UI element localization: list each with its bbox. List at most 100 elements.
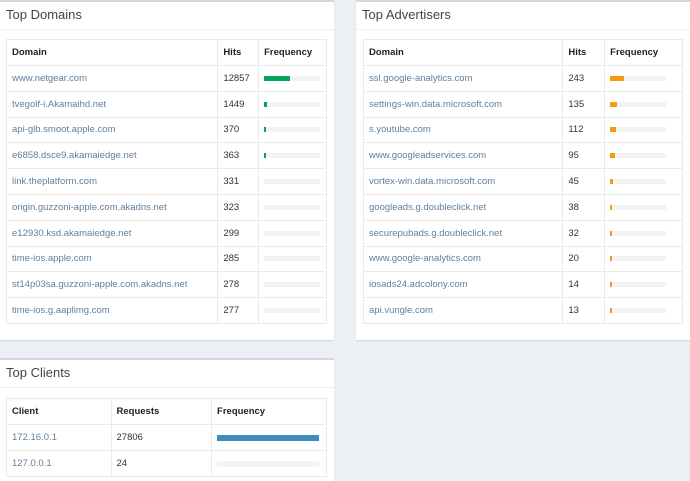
table-row: e12930.ksd.akamaiedge.net 299 xyxy=(5,219,327,247)
frequency-bar xyxy=(264,204,321,210)
frequency-bar xyxy=(610,282,667,288)
frequency-bar xyxy=(264,75,321,81)
domain-link[interactable]: link.theplatform.com xyxy=(5,168,219,195)
top-domains-table: Domain Hits Frequency www.netgear.com 128… xyxy=(5,39,327,324)
domain-link[interactable]: s.youtube.com xyxy=(362,116,564,144)
hits-count: 323 xyxy=(217,193,260,221)
top-clients-panel: Top Clients Client Requests Frequency 17… xyxy=(0,358,334,481)
top-clients-title: Top Clients xyxy=(0,360,334,388)
table-row: googleads.g.doubleclick.net 38 xyxy=(362,193,683,221)
table-row: www.netgear.com 12857 xyxy=(5,65,327,92)
domain-link[interactable]: time-ios.g.aaplimg.com xyxy=(5,297,219,324)
hits-count: 32 xyxy=(562,219,606,247)
frequency-cell xyxy=(258,142,327,170)
frequency-bar xyxy=(264,153,321,159)
frequency-cell xyxy=(258,271,327,299)
domain-link[interactable]: iosads24.adcolony.com xyxy=(362,271,564,299)
hits-count: 20 xyxy=(562,245,606,273)
frequency-bar-fill xyxy=(610,308,612,314)
hits-count: 95 xyxy=(562,142,606,170)
col-frequency-header: Frequency xyxy=(258,39,327,66)
frequency-bar xyxy=(610,127,667,133)
frequency-bar-fill xyxy=(264,153,266,159)
frequency-cell xyxy=(604,193,683,221)
col-hits-header: Hits xyxy=(562,39,606,66)
domain-link[interactable]: www.netgear.com xyxy=(5,65,219,92)
frequency-bar xyxy=(610,256,667,262)
domain-link[interactable]: api-glb.smoot.apple.com xyxy=(5,116,219,144)
requests-count: 27806 xyxy=(110,424,213,451)
table-row: 172.16.0.1 27806 xyxy=(6,424,327,451)
hits-count: 243 xyxy=(562,65,606,92)
frequency-cell xyxy=(604,168,683,195)
domain-link[interactable]: vortex-win.data.microsoft.com xyxy=(362,168,564,195)
domain-link[interactable]: origin.guzzoni-apple.com.akadns.net xyxy=(5,193,219,221)
table-row: www.googleadservices.com 95 xyxy=(362,142,683,170)
table-row: s.youtube.com 112 xyxy=(362,116,683,144)
frequency-bar-fill xyxy=(610,256,612,262)
domain-link[interactable]: time-ios.apple.com xyxy=(5,245,219,273)
domain-link[interactable]: e6858.dsce9.akamaiedge.net xyxy=(5,142,219,170)
table-header-row: Client Requests Frequency xyxy=(6,398,327,425)
frequency-bar xyxy=(264,308,321,314)
col-frequency-header: Frequency xyxy=(604,39,683,66)
domain-link[interactable]: googleads.g.doubleclick.net xyxy=(362,193,564,221)
domain-link[interactable]: e12930.ksd.akamaiedge.net xyxy=(5,219,219,247)
col-domain-header: Domain xyxy=(362,39,564,66)
frequency-cell xyxy=(258,245,327,273)
domain-link[interactable]: ssl.google-analytics.com xyxy=(362,65,564,92)
domain-link[interactable]: www.googleadservices.com xyxy=(362,142,564,170)
domain-link[interactable]: api.vungle.com xyxy=(362,297,564,324)
frequency-bar xyxy=(264,127,321,133)
hits-count: 14 xyxy=(562,271,606,299)
table-row: link.theplatform.com 331 xyxy=(5,168,327,195)
frequency-bar-fill xyxy=(264,101,267,107)
client-link[interactable]: 127.0.0.1 xyxy=(6,450,112,477)
frequency-bar xyxy=(264,179,321,185)
hits-count: 278 xyxy=(217,271,260,299)
hits-count: 45 xyxy=(562,168,606,195)
frequency-bar xyxy=(610,179,667,185)
hits-count: 12857 xyxy=(217,65,260,92)
domain-link[interactable]: tvegolf-i.Akamaihd.net xyxy=(5,90,219,118)
frequency-cell xyxy=(258,65,327,92)
hits-count: 370 xyxy=(217,116,260,144)
frequency-bar xyxy=(217,460,320,467)
frequency-cell xyxy=(258,168,327,195)
frequency-cell xyxy=(604,297,683,324)
frequency-bar xyxy=(264,282,321,288)
frequency-cell xyxy=(604,90,683,118)
hits-count: 363 xyxy=(217,142,260,170)
table-row: st14p03sa.guzzoni-apple.com.akadns.net 27… xyxy=(5,271,327,299)
frequency-cell xyxy=(604,116,683,144)
domain-link[interactable]: settings-win.data.microsoft.com xyxy=(362,90,564,118)
hits-count: 285 xyxy=(217,245,260,273)
frequency-cell xyxy=(258,193,327,221)
top-advertisers-table: Domain Hits Frequency ssl.google-analyti… xyxy=(362,39,683,324)
frequency-bar xyxy=(610,230,667,236)
hits-count: 331 xyxy=(217,168,260,195)
hits-count: 13 xyxy=(562,297,606,324)
frequency-bar xyxy=(217,434,320,441)
table-row: tvegolf-i.Akamaihd.net 1449 xyxy=(5,90,327,118)
col-hits-header: Hits xyxy=(217,39,260,66)
frequency-bar xyxy=(264,256,321,262)
table-row: api.vungle.com 13 xyxy=(362,297,683,324)
frequency-bar xyxy=(610,308,667,314)
requests-count: 24 xyxy=(110,450,213,477)
frequency-bar xyxy=(264,230,321,236)
frequency-bar-fill xyxy=(610,230,612,236)
domain-link[interactable]: securepubads.g.doubleclick.net xyxy=(362,219,564,247)
frequency-bar-fill xyxy=(610,101,618,107)
frequency-bar xyxy=(610,204,667,210)
top-advertisers-panel: Top Advertisers Domain Hits Frequency ss… xyxy=(356,0,690,340)
domain-link[interactable]: www.google-analytics.com xyxy=(362,245,564,273)
client-link[interactable]: 172.16.0.1 xyxy=(6,424,112,451)
frequency-cell xyxy=(604,65,683,92)
table-row: iosads24.adcolony.com 14 xyxy=(362,271,683,299)
frequency-cell xyxy=(211,450,327,477)
frequency-bar xyxy=(610,75,667,81)
table-row: securepubads.g.doubleclick.net 32 xyxy=(362,219,683,247)
frequency-bar xyxy=(610,153,667,159)
domain-link[interactable]: st14p03sa.guzzoni-apple.com.akadns.net xyxy=(5,271,219,299)
